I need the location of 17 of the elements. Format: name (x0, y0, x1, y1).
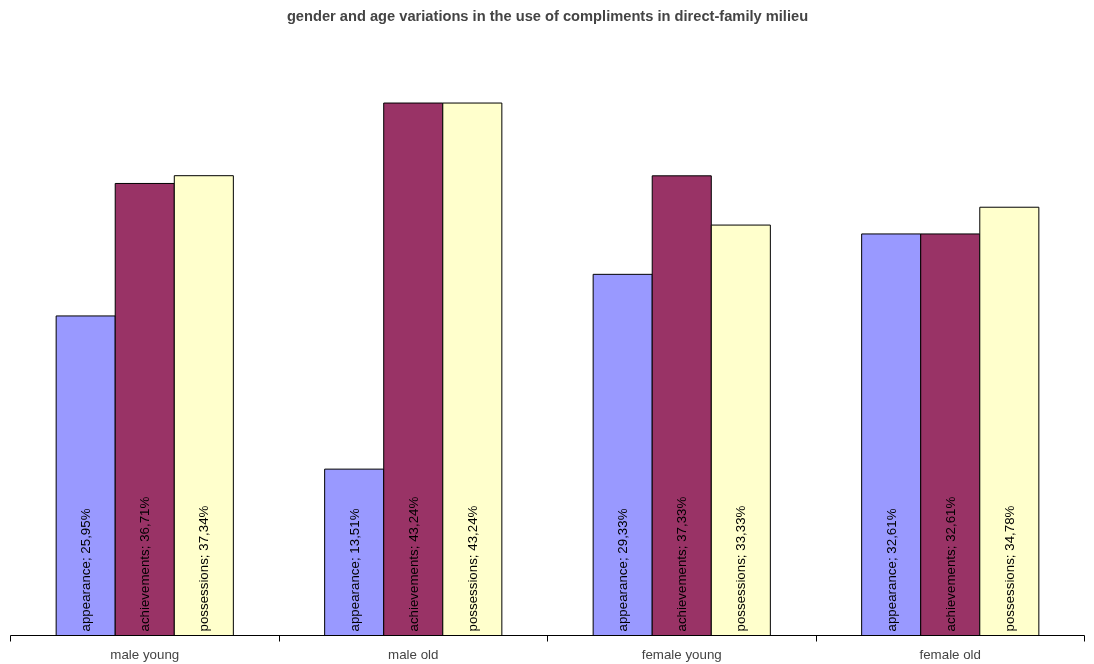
chart-title: gender and age variations in the use of compliments in direct-family milieu (286, 7, 809, 24)
data-label: appearance; 29,33% (615, 508, 631, 632)
data-label: achievements; 37,33% (674, 496, 690, 632)
x-tick-label: male young (110, 646, 180, 662)
data-label: possessions; 33,33% (733, 505, 749, 632)
x-tick-label: male old (388, 646, 439, 662)
x-tick-label: female old (919, 646, 981, 662)
data-label: appearance; 25,95% (78, 508, 94, 632)
data-label: possessions; 34,78% (1001, 505, 1017, 632)
data-label: achievements; 36,71% (137, 496, 153, 632)
data-label: appearance; 13,51% (346, 508, 362, 632)
data-label: possessions; 43,24% (464, 505, 480, 632)
data-label: achievements; 43,24% (405, 496, 421, 632)
data-label: achievements; 32,61% (942, 496, 958, 632)
x-tick-label: female young (641, 646, 722, 662)
data-label: appearance; 32,61% (883, 508, 899, 632)
data-label: possessions; 37,34% (196, 505, 212, 632)
